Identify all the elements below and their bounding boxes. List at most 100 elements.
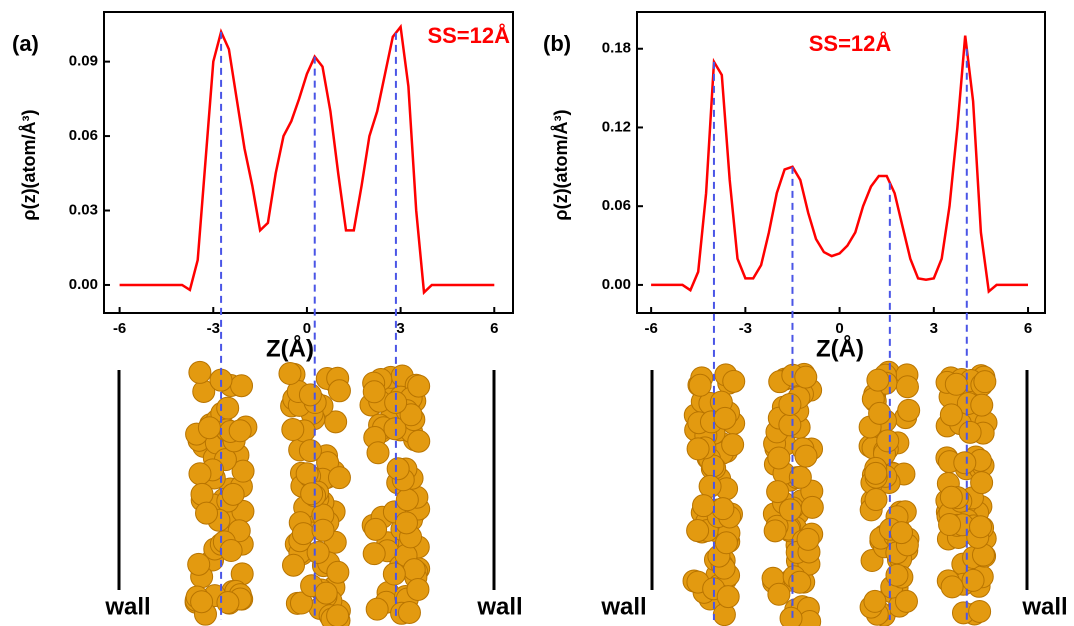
x-tick-label: 6	[1024, 320, 1032, 337]
sphere	[714, 407, 736, 429]
sphere	[722, 434, 744, 456]
sphere	[398, 602, 420, 624]
sphere	[959, 421, 981, 443]
sphere	[220, 540, 242, 562]
sphere	[699, 475, 721, 497]
sphere	[387, 458, 409, 480]
wall-label: wall	[600, 593, 646, 620]
y-tick-label: 0.12	[602, 118, 631, 135]
x-tick-label: -3	[207, 320, 220, 337]
x-tick-label: -6	[644, 320, 657, 337]
sphere	[969, 600, 991, 622]
y-tick-label: 0.18	[602, 40, 631, 57]
sphere	[231, 375, 253, 397]
sphere	[367, 442, 389, 464]
sphere	[867, 369, 889, 391]
sphere	[366, 598, 388, 620]
sphere	[768, 447, 790, 469]
sphere	[779, 414, 801, 436]
wall-label: wall	[476, 593, 522, 620]
density-line	[120, 27, 495, 293]
sphere	[229, 420, 251, 442]
sphere	[779, 393, 801, 415]
sphere	[712, 498, 734, 520]
sphere	[403, 559, 425, 581]
sphere	[396, 489, 418, 511]
sphere	[896, 376, 918, 398]
sphere	[971, 394, 993, 416]
sphere	[282, 419, 304, 441]
figure: wallwall-6-30360.000.030.060.09(a)SS=12Å…	[0, 0, 1074, 626]
x-tick-label: -6	[113, 320, 126, 337]
sphere	[780, 607, 802, 626]
sphere	[954, 452, 976, 474]
annotation: SS=12Å	[809, 30, 892, 56]
sphere	[407, 578, 429, 600]
sphere	[189, 463, 211, 485]
sphere	[717, 586, 739, 608]
sphere	[689, 374, 711, 396]
sphere	[328, 467, 350, 489]
sphere	[801, 496, 823, 518]
panel-label: (a)	[12, 31, 39, 56]
sphere	[299, 440, 321, 462]
sphere	[865, 489, 887, 511]
sphere	[971, 472, 993, 494]
sphere	[895, 590, 917, 612]
sphere	[941, 576, 963, 598]
sphere	[191, 591, 213, 613]
y-tick-label: 0.06	[602, 197, 631, 214]
y-tick-label: 0.09	[69, 53, 98, 70]
sphere	[315, 582, 337, 604]
sphere	[189, 361, 211, 383]
sphere	[723, 370, 745, 392]
sphere	[864, 590, 886, 612]
sphere	[196, 502, 218, 524]
sphere	[962, 569, 984, 591]
sphere	[795, 366, 817, 388]
sphere	[408, 375, 430, 397]
wall-label: wall	[1021, 593, 1067, 620]
sphere	[970, 516, 992, 538]
sphere	[795, 445, 817, 467]
sphere	[940, 404, 962, 426]
sphere	[292, 523, 314, 545]
snapshot	[683, 361, 997, 626]
sphere	[191, 483, 213, 505]
x-tick-label: -3	[739, 320, 752, 337]
sphere	[767, 481, 789, 503]
sphere	[797, 528, 819, 550]
x-tick-label: 3	[396, 320, 404, 337]
sphere	[327, 561, 349, 583]
sphere	[299, 384, 321, 406]
sphere	[307, 541, 329, 563]
sphere	[865, 462, 887, 484]
sphere	[939, 514, 961, 536]
sphere	[217, 397, 239, 419]
sphere	[188, 553, 210, 575]
axes-frame	[104, 12, 513, 313]
sphere	[898, 399, 920, 421]
sphere	[363, 543, 385, 565]
sphere	[328, 380, 350, 402]
sphere	[327, 605, 349, 626]
sphere	[779, 499, 801, 521]
sphere	[715, 532, 737, 554]
wall-label: wall	[104, 593, 150, 620]
sphere	[408, 430, 430, 452]
sphere	[764, 520, 786, 542]
sphere	[891, 522, 913, 544]
y-tick-label: 0.00	[602, 276, 631, 293]
x-axis-label: Z(Å)	[816, 334, 864, 362]
sphere	[198, 417, 220, 439]
sphere	[365, 518, 387, 540]
sphere	[383, 563, 405, 585]
sphere	[768, 583, 790, 605]
y-tick-label: 0.06	[69, 127, 98, 144]
sphere	[395, 512, 417, 534]
y-tick-label: 0.00	[69, 276, 98, 293]
panel-label: (b)	[543, 31, 571, 56]
x-axis-label: Z(Å)	[266, 334, 314, 362]
sphere	[687, 438, 709, 460]
y-axis-label: ρ(z)(atom/Å³)	[19, 109, 39, 220]
